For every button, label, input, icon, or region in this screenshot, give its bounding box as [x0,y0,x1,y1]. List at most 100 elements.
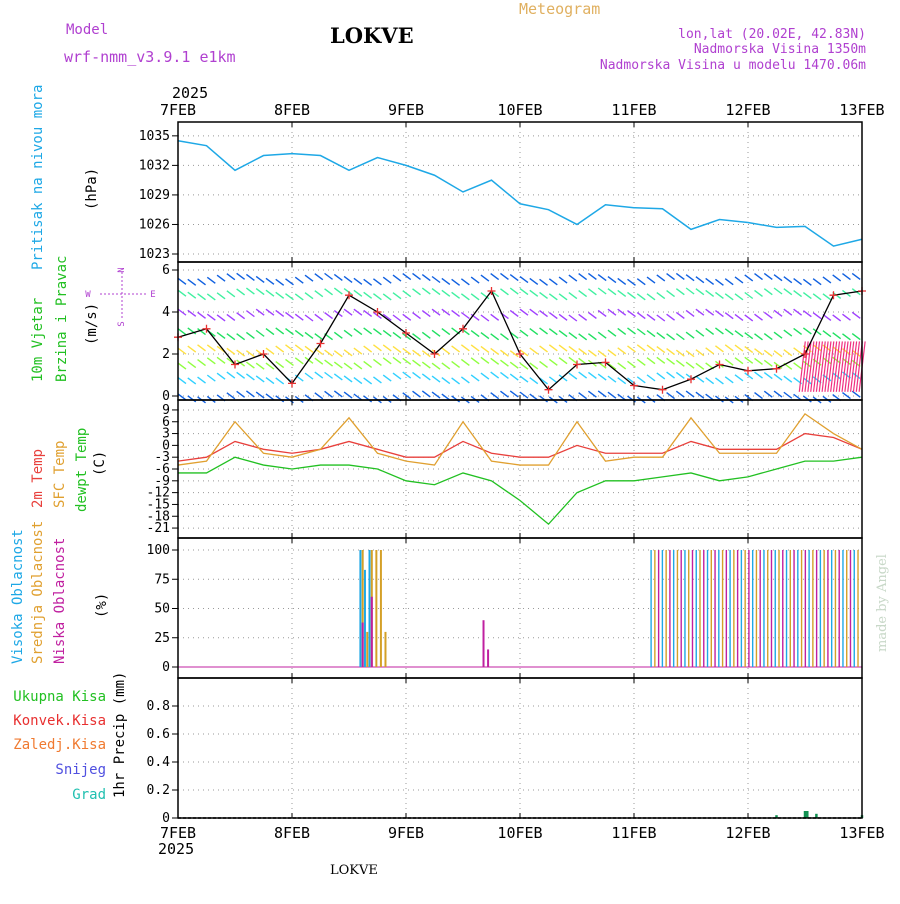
wind-barb [842,313,851,321]
wind-barb [509,309,519,318]
wind-barb [783,276,793,284]
compass-s: S [117,321,127,326]
wind-barb [324,312,333,320]
wind-barb [500,288,509,296]
wind-barb [363,278,373,286]
wind-barb [226,347,236,355]
wind-barb [441,289,451,297]
wind-barb [744,372,754,380]
wind-barb [587,311,597,320]
x-label-bottom: 10FEB [497,824,542,842]
wind-barb-red [812,341,821,392]
y-tick-label: 0.4 [147,755,171,770]
wind-barb [587,390,597,398]
wind-barb [294,313,304,321]
meteogram-title: Meteogram [519,0,600,18]
wind-barb [402,357,412,365]
wind-barb [412,333,421,341]
wind-barb [431,275,441,284]
wind-obs-marker [630,381,638,390]
wind-barb [539,360,548,368]
wind-barb [773,390,783,398]
wind-barb [529,308,539,316]
wind-barb [470,374,480,382]
wind-barb [412,390,421,398]
wind-barb [607,391,617,399]
wind-barb [333,373,343,381]
wind-barb [519,329,529,337]
wind-barb [617,327,627,336]
wind-barb [695,308,705,316]
wind-barb [470,329,480,338]
wind-barb [617,362,627,370]
wind-barb [275,395,285,403]
y-tick-label: 0 [162,660,170,675]
wind-barb [578,347,588,356]
wind-obs-marker [259,350,268,358]
wind-barb [842,272,851,281]
wind-barb [275,360,285,369]
wind-barb [802,310,812,318]
wind-barb [421,287,431,295]
wind-barb [754,357,763,365]
wind-barb [802,291,812,300]
x-label-bottom: 12FEB [725,824,770,842]
wind-barb [646,276,656,284]
wind-barb [568,314,578,322]
y-tick-label: 2 [162,347,170,362]
y-tick-label: 9 [162,403,170,418]
wind-barb [529,277,539,285]
wind-barb [236,349,246,357]
wind-barb [236,288,246,296]
wind-barb [265,308,275,316]
wind-barb [529,327,539,336]
wind-barb [793,289,803,298]
wind-barb [421,390,431,398]
wind-barb [695,288,705,296]
wind-barb [666,348,675,356]
wind-barb [275,327,285,335]
wind-barb [539,309,548,318]
wind-barb [715,327,724,335]
wind-barb [656,345,666,354]
wind-barb [705,308,715,316]
wind-barb [421,273,431,282]
wind-barb [412,288,421,296]
wind-barb [451,291,461,299]
wind-barb [275,309,285,317]
wind-barb [822,357,832,365]
wind-barb [343,391,353,399]
wind-barb [802,327,812,335]
y-tick-label: 0 [162,389,170,404]
wind-barb [216,314,226,322]
wind-barb [177,362,187,370]
wind-barb [627,291,636,300]
wind-barb [597,287,607,295]
credit-label: made by Angel [875,554,890,652]
wind-barb [851,272,861,281]
wind-barb [333,361,343,369]
wind-barb [851,349,861,357]
wind-barb [646,330,656,338]
wind-barb [187,395,197,403]
wind-barb [509,274,519,282]
wind-barb [500,359,509,367]
wind-barb [285,358,294,367]
wind-barb [206,276,216,284]
wind-barb [197,358,206,367]
wind-barb [314,392,324,400]
wind-barb [666,289,675,298]
wind-barb [587,349,597,357]
wind-barb [402,273,412,281]
wind-barb [236,371,246,379]
wind-barb [197,328,206,336]
wind-barb [822,276,832,284]
pressure-unit: (hPa) [84,168,100,210]
wind-barb [216,274,226,282]
wind-barb [773,361,783,369]
wind-barb [431,308,441,316]
wind-barb [666,392,675,400]
wind-barb [695,362,705,370]
wind-barb [314,357,324,365]
wind-barb [568,356,578,364]
